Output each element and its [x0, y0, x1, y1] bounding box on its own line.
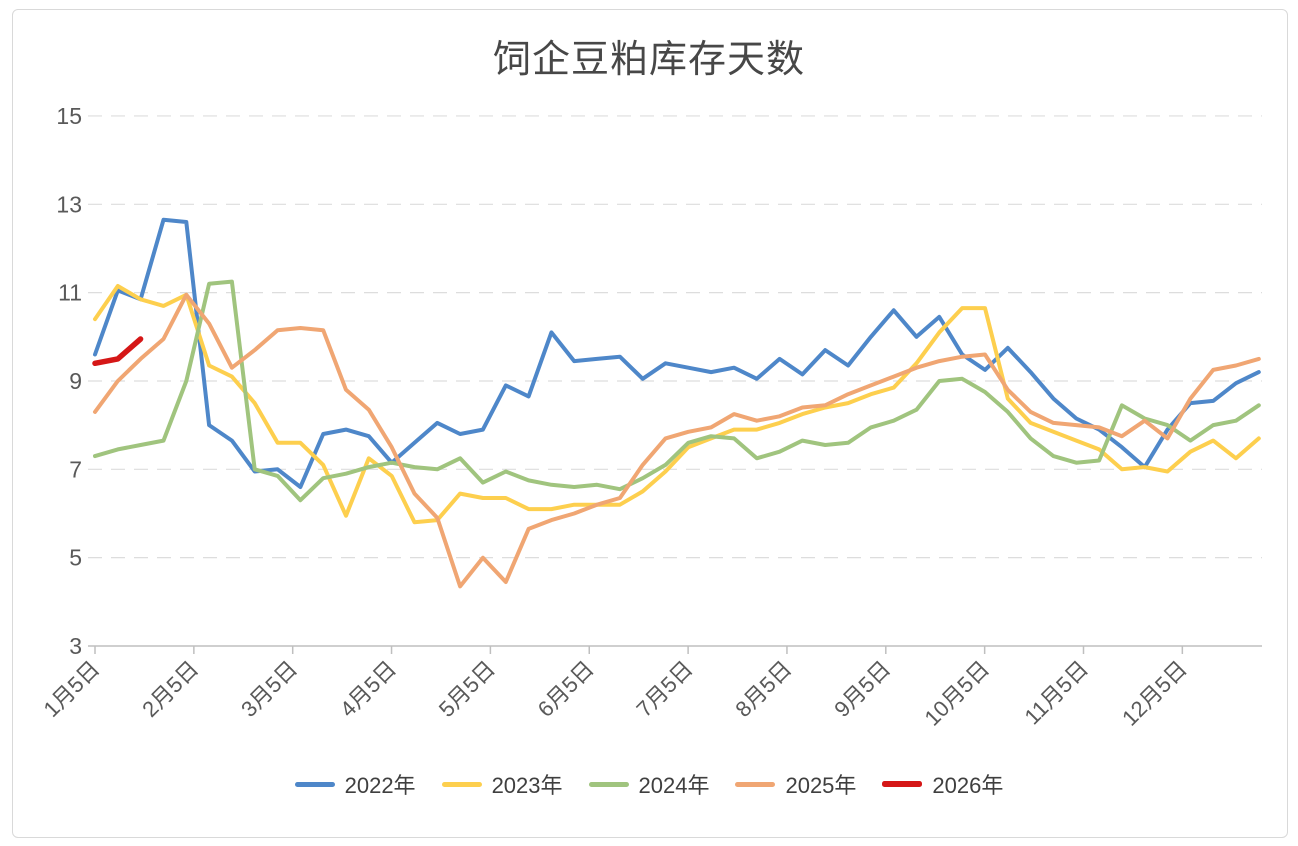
legend-label: 2022年	[344, 773, 416, 798]
x-axis-tick-label: 1月5日	[38, 656, 104, 722]
y-axis-tick-label: 15	[56, 103, 82, 129]
y-axis-tick-label: 7	[69, 456, 82, 482]
y-axis-tick-label: 5	[69, 545, 82, 571]
x-axis-tick-label: 10月5日	[919, 656, 994, 731]
legend-label: 2025年	[785, 773, 857, 798]
series-line-2025	[93, 292, 1261, 589]
y-axis-tick-label: 3	[69, 633, 82, 659]
legend-swatch-icon	[588, 781, 629, 787]
legend-item-2026: 2026年	[882, 768, 1003, 800]
chart-title: 饲企豆粕库存天数	[492, 39, 805, 81]
legend-label: 2023年	[491, 773, 563, 798]
x-axis-tick-label: 2月5日	[137, 656, 203, 722]
y-axis-tick-label: 13	[56, 191, 82, 217]
x-axis-tick-label: 4月5日	[335, 656, 401, 722]
x-axis-tick-label: 9月5日	[829, 656, 895, 722]
legend-swatch-icon	[735, 781, 776, 787]
series-line-2024	[93, 279, 1261, 503]
legend-item-2022: 2022年	[294, 768, 416, 800]
series-line-2023	[93, 284, 1261, 525]
series-line-2022	[93, 217, 1261, 489]
x-axis-tick-label: 5月5日	[434, 656, 500, 722]
x-axis-tick-label: 11月5日	[1019, 656, 1093, 730]
legend-item-2024: 2024年	[588, 768, 710, 800]
legend-item-2025: 2025年	[735, 768, 856, 800]
legend-swatch-icon	[294, 781, 335, 787]
y-axis-tick-label: 11	[58, 280, 82, 306]
x-axis-tick-label: 12月5日	[1117, 656, 1192, 731]
x-axis-tick-label: 7月5日	[632, 656, 698, 722]
x-axis-tick-label: 6月5日	[533, 656, 599, 722]
legend-swatch-icon	[882, 781, 923, 787]
x-axis-tick-label: 3月5日	[236, 656, 302, 722]
legend-label: 2024年	[638, 773, 710, 798]
series-line-2026	[92, 336, 144, 367]
y-axis-tick-label: 9	[69, 368, 82, 394]
chart-legend: 2022年 2023年 2024年 2025年 2026年	[0, 768, 1298, 800]
legend-swatch-icon	[441, 781, 482, 787]
legend-label: 2026年	[932, 773, 1004, 798]
legend-item-2023: 2023年	[441, 768, 563, 800]
x-axis-tick-label: 8月5日	[730, 656, 796, 722]
